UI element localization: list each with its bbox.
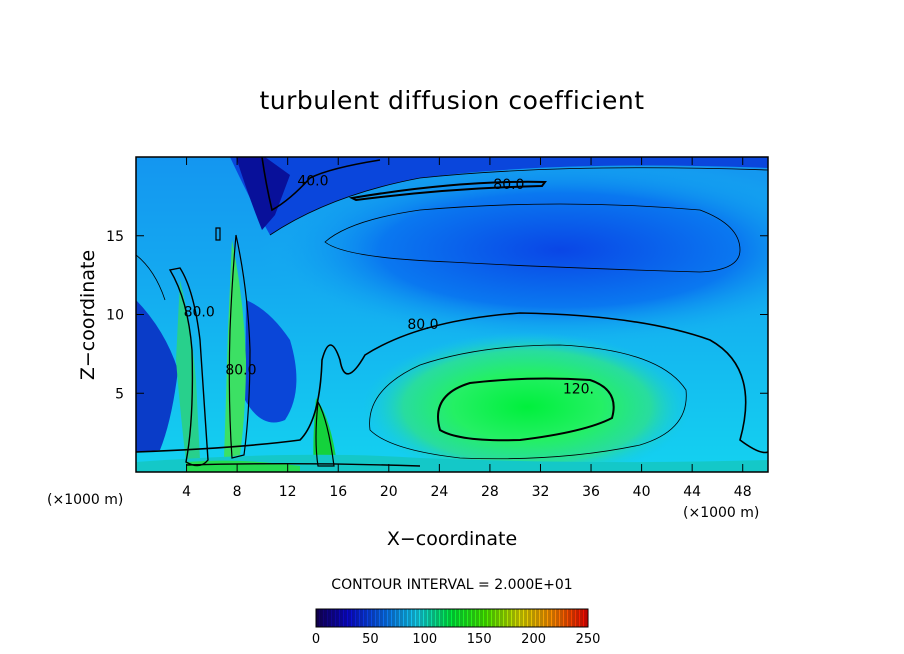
- y-tick-label: 10: [106, 308, 124, 324]
- contour-40: [261, 157, 381, 212]
- x-tick-label: 32: [532, 484, 550, 500]
- contour-80-top: [348, 180, 547, 202]
- x-axis-ticks: 4 8 12 16 20 24 28 32 36 40 44 48: [182, 157, 752, 500]
- contour-left-1: [136, 254, 166, 301]
- x-tick-label: 4: [182, 484, 191, 500]
- heatmap-field: [136, 157, 768, 472]
- contour-40-outer: [269, 167, 768, 236]
- field-top-band: [230, 157, 768, 235]
- colorbar-stripes: [316, 609, 588, 627]
- field-upper-low: [260, 157, 768, 345]
- contour-label: 80.0: [184, 304, 215, 320]
- contour-120: [437, 377, 615, 442]
- contour-label: 80.0: [407, 317, 438, 333]
- field-mid-low: [245, 300, 297, 423]
- colorbar-tick-label: 50: [362, 632, 379, 647]
- contour-80-main: [136, 312, 768, 454]
- y-tick-label: 5: [115, 386, 124, 402]
- y-axis-unit: (×1000 m): [47, 492, 124, 508]
- field-plume-1: [176, 280, 200, 462]
- contour-interval-label: CONTOUR INTERVAL = 2.000E+01: [331, 577, 573, 593]
- contour-lines: [136, 157, 768, 467]
- chart-title: turbulent diffusion coefficient: [259, 86, 645, 115]
- colorbar-tick-label: 0: [311, 632, 321, 647]
- x-tick-label: 12: [279, 484, 297, 500]
- contour-60: [324, 203, 741, 273]
- x-axis-unit: (×1000 m): [683, 505, 760, 521]
- colorbar-tick-label: 100: [412, 632, 438, 647]
- x-tick-label: 24: [430, 484, 448, 500]
- contour-label: 120.: [563, 382, 594, 398]
- contour-labels: 40.0 80.0 80.0 80.0 80.0 120.: [184, 174, 594, 398]
- x-tick-label: 36: [582, 484, 600, 500]
- contour-label: 80.0: [493, 177, 524, 193]
- contour-plume-1: [168, 267, 209, 467]
- field-left-low: [136, 300, 178, 452]
- contour-100: [369, 344, 687, 460]
- x-tick-label: 20: [380, 484, 398, 500]
- contour-small-closed: [215, 227, 221, 241]
- field-core-max: [362, 332, 692, 472]
- contour-plume-2: [228, 234, 251, 459]
- colorbar-tick-label: 200: [521, 632, 547, 647]
- x-tick-label: 40: [633, 484, 651, 500]
- x-axis-label: X−coordinate: [386, 528, 518, 550]
- contour-bottom: [185, 463, 421, 467]
- y-axis-ticks: 5 10 15: [106, 229, 768, 402]
- colorbar-tick-label: 250: [575, 632, 601, 647]
- colorbar-tick-label: 150: [466, 632, 492, 647]
- contour-plume-3: [315, 400, 335, 467]
- x-tick-label: 8: [233, 484, 242, 500]
- y-axis-label: Z−coordinate: [77, 249, 99, 381]
- x-tick-label: 28: [481, 484, 499, 500]
- x-tick-label: 44: [683, 484, 701, 500]
- y-tick-label: 15: [106, 229, 124, 245]
- field-top-minimum: [236, 157, 290, 230]
- contour-label: 40.0: [297, 174, 328, 190]
- x-tick-label: 48: [734, 484, 752, 500]
- x-tick-label: 16: [329, 484, 347, 500]
- contour-label: 80.0: [225, 363, 256, 379]
